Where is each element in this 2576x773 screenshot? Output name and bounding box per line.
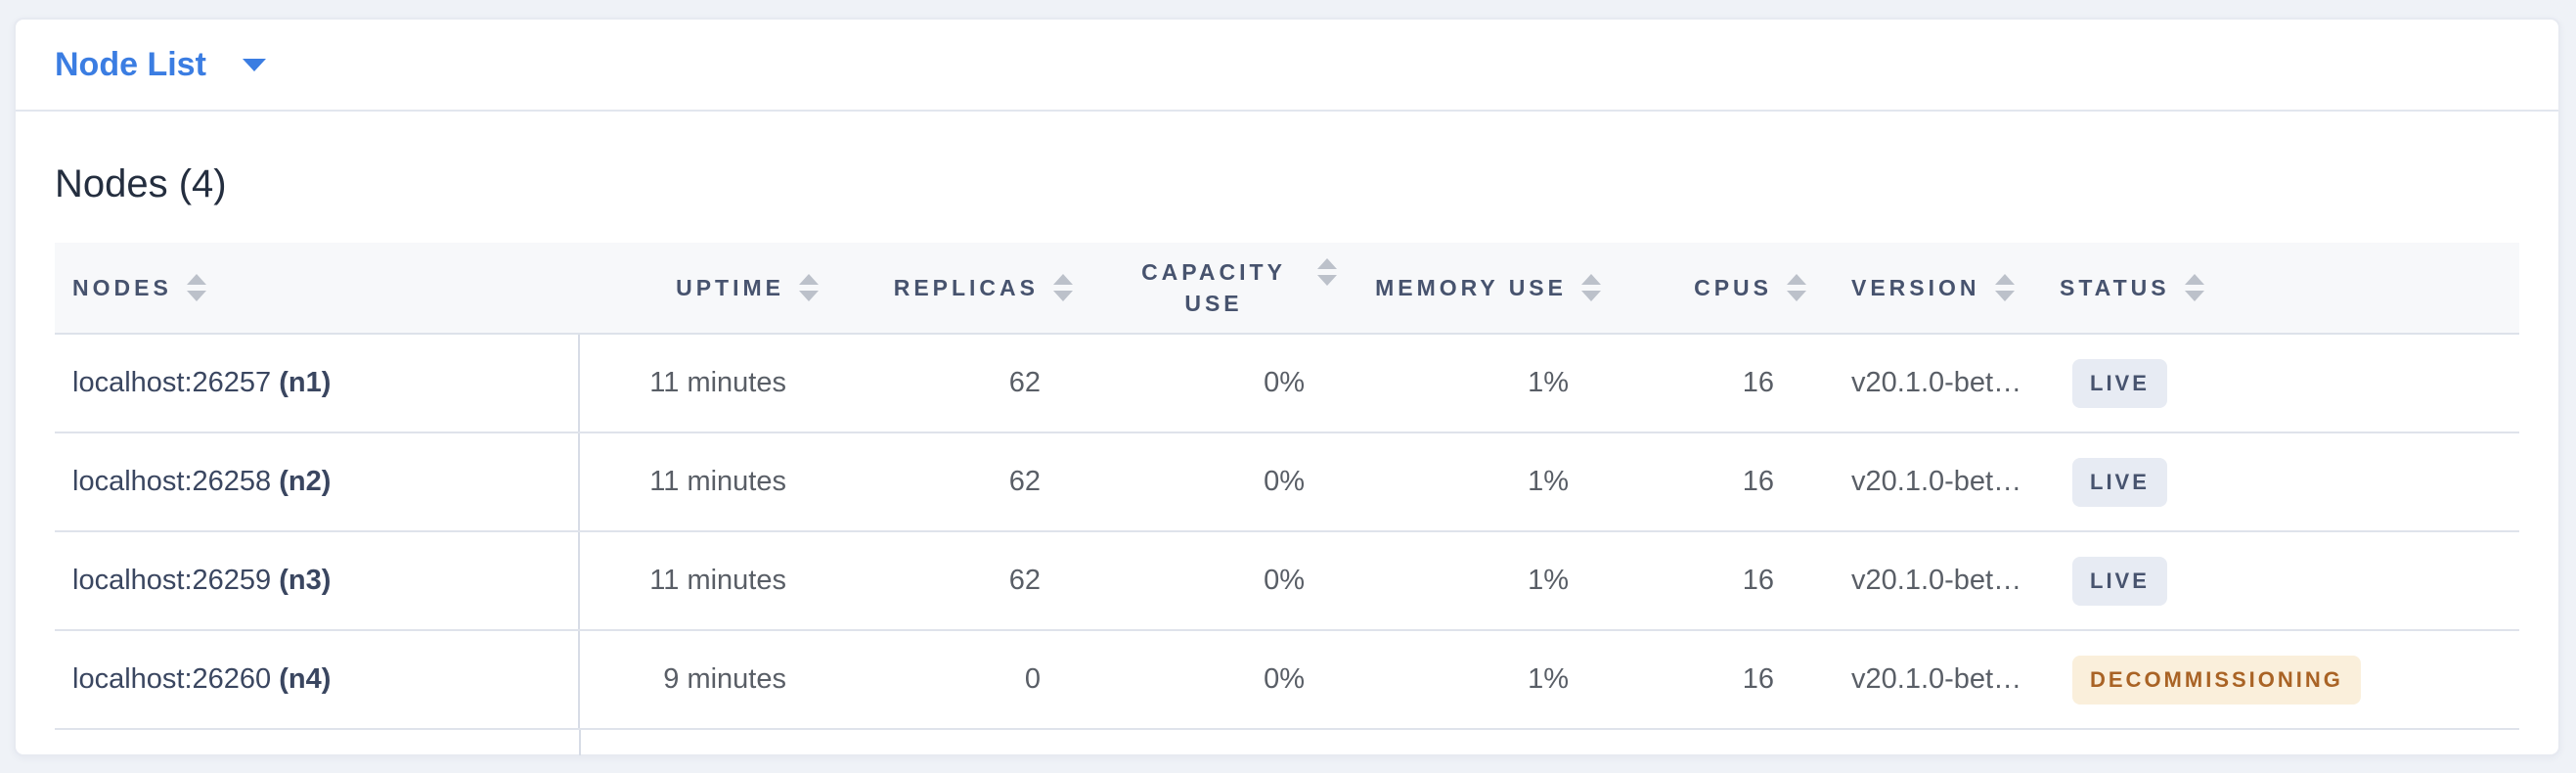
- node-list-dropdown[interactable]: Node List: [55, 46, 267, 84]
- memory-use-cell: 1%: [1346, 334, 1610, 433]
- sort-icon: [1316, 256, 1338, 288]
- version-cell: v20.1.0-bet…: [1815, 630, 2040, 730]
- replicas-cell: 62: [827, 334, 1082, 433]
- table-row[interactable]: localhost:26258 (n2) 11 minutes 62 0% 1%…: [55, 432, 2519, 532]
- column-label: CPUS: [1694, 274, 1772, 300]
- table-header-row: NODES UPTIME REPLICAS: [55, 243, 2519, 335]
- version-cell: v20.1.0-bet…: [1815, 432, 2040, 532]
- status-badge: DECOMMISSIONING: [2072, 655, 2361, 705]
- node-id: (n3): [279, 565, 332, 596]
- sort-icon: [186, 272, 207, 303]
- caret-down-icon: [242, 57, 267, 72]
- status-badge: LIVE: [2072, 457, 2167, 507]
- capacity-use-cell: 0%: [1082, 334, 1346, 433]
- sort-icon: [1052, 272, 1074, 303]
- cpus-cell: 16: [1610, 531, 1815, 631]
- sort-icon: [798, 272, 820, 303]
- column-label: STATUS: [2060, 274, 2170, 300]
- table-row[interactable]: localhost:26257 (n1) 11 minutes 62 0% 1%…: [55, 334, 2519, 433]
- column-header-version[interactable]: VERSION: [1815, 243, 2040, 335]
- status-badge: LIVE: [2072, 358, 2167, 408]
- status-cell: DECOMMISSIONING: [2040, 630, 2519, 730]
- sort-icon: [1580, 272, 1602, 303]
- memory-use-cell: 1%: [1346, 531, 1610, 631]
- page-title: Nodes (4): [55, 162, 227, 205]
- column-label: NODES: [72, 274, 172, 300]
- version-cell: v20.1.0-bet…: [1815, 334, 2040, 433]
- column-label: CAPACITY USE: [1141, 258, 1286, 316]
- status-cell: LIVE: [2040, 432, 2519, 532]
- node-address-cell: localhost:26259 (n3): [55, 531, 580, 631]
- status-cell: LIVE: [2040, 334, 2519, 433]
- node-address: localhost:26258: [72, 466, 272, 497]
- node-address-cell: localhost:26257 (n1): [55, 334, 580, 433]
- sort-icon: [1994, 272, 2016, 303]
- top-bar: Node List: [16, 20, 2558, 112]
- nodes-table-wrap: NODES UPTIME REPLICAS: [55, 243, 2519, 755]
- column-header-status[interactable]: STATUS: [2040, 243, 2519, 335]
- nodes-section: Nodes (4) NODES: [16, 112, 2558, 755]
- column-label: REPLICAS: [893, 274, 1039, 300]
- node-address: localhost:26257: [72, 367, 272, 398]
- capacity-use-cell: 0%: [1082, 630, 1346, 730]
- nodes-table: NODES UPTIME REPLICAS: [55, 243, 2519, 730]
- node-id: (n4): [279, 663, 332, 695]
- sort-icon: [1786, 272, 1807, 303]
- capacity-use-cell: 0%: [1082, 531, 1346, 631]
- capacity-use-cell: 0%: [1082, 432, 1346, 532]
- column-label: UPTIME: [676, 274, 784, 300]
- column-label: MEMORY USE: [1375, 274, 1567, 300]
- cpus-cell: 16: [1610, 334, 1815, 433]
- node-id: (n1): [279, 367, 332, 398]
- replicas-cell: 62: [827, 432, 1082, 532]
- node-list-dropdown-label[interactable]: Node List: [55, 45, 206, 83]
- column-header-cpus[interactable]: CPUS: [1610, 243, 1815, 335]
- sort-icon: [2184, 272, 2205, 303]
- uptime-cell: 11 minutes: [579, 531, 827, 631]
- memory-use-cell: 1%: [1346, 630, 1610, 730]
- column-header-nodes[interactable]: NODES: [55, 243, 579, 335]
- main-panel: Node List Nodes (4): [14, 18, 2560, 756]
- node-address: localhost:26259: [72, 565, 272, 596]
- table-row[interactable]: localhost:26260 (n4) 9 minutes 0 0% 1% 1…: [55, 630, 2519, 730]
- column-header-capacity-use[interactable]: CAPACITY USE: [1082, 243, 1346, 335]
- node-address-cell: localhost:26260 (n4): [55, 630, 580, 730]
- node-address-cell: localhost:26258 (n2): [55, 432, 580, 532]
- column-label: VERSION: [1851, 274, 1980, 300]
- cpus-cell: 16: [1610, 432, 1815, 532]
- table-row[interactable]: localhost:26259 (n3) 11 minutes 62 0% 1%…: [55, 531, 2519, 631]
- uptime-cell: 11 minutes: [579, 432, 827, 532]
- column-header-uptime[interactable]: UPTIME: [579, 243, 827, 335]
- table-divider: [579, 730, 581, 755]
- replicas-cell: 0: [827, 630, 1082, 730]
- uptime-cell: 9 minutes: [579, 630, 827, 730]
- node-address: localhost:26260: [72, 663, 272, 695]
- column-header-memory-use[interactable]: MEMORY USE: [1346, 243, 1610, 335]
- status-cell: LIVE: [2040, 531, 2519, 631]
- column-header-replicas[interactable]: REPLICAS: [827, 243, 1082, 335]
- node-id: (n2): [279, 466, 332, 497]
- replicas-cell: 62: [827, 531, 1082, 631]
- memory-use-cell: 1%: [1346, 432, 1610, 532]
- cpus-cell: 16: [1610, 630, 1815, 730]
- uptime-cell: 11 minutes: [579, 334, 827, 433]
- version-cell: v20.1.0-bet…: [1815, 531, 2040, 631]
- status-badge: LIVE: [2072, 556, 2167, 606]
